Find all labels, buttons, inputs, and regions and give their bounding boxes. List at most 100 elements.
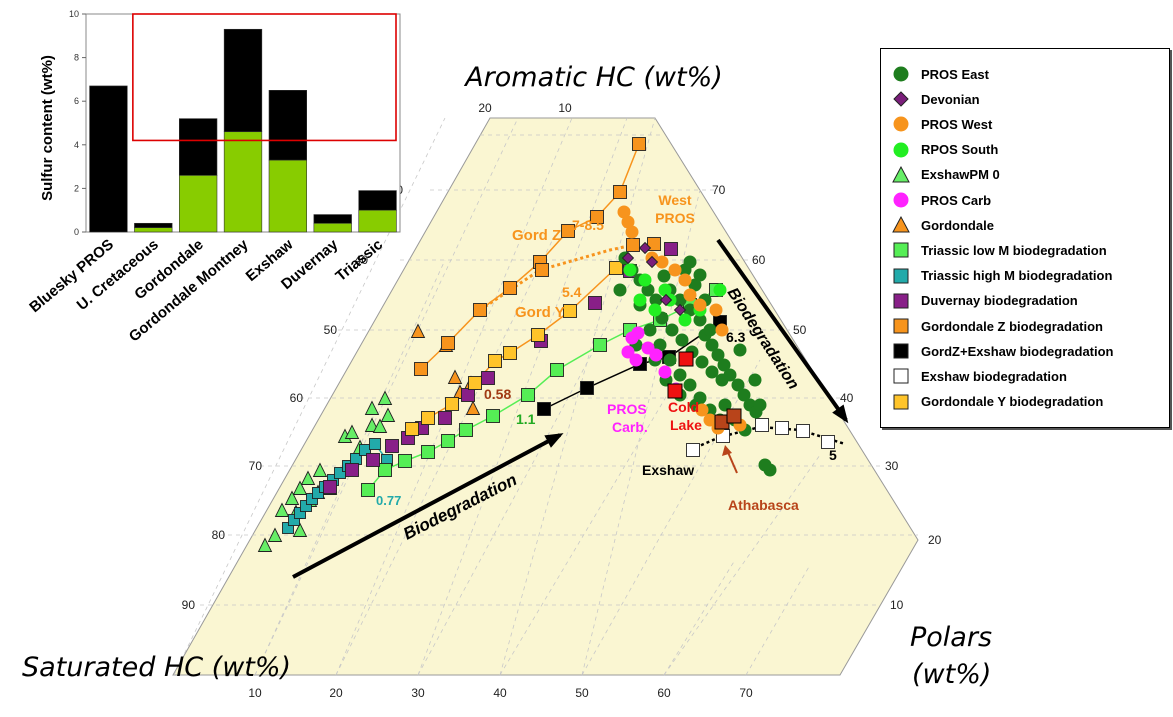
legend-item: Devonian: [891, 88, 980, 110]
legend-label: Triassic high M biodegradation: [921, 268, 1113, 284]
point-triassic-low-m-biodegradation: [378, 463, 392, 477]
point-duvernay-biodegradation: [481, 371, 495, 385]
grid-line: [499, 339, 701, 676]
grid-line: [417, 264, 641, 676]
legend-item: Gordondale Y biodegradation: [891, 391, 1103, 413]
bar-y-tick-label: 4: [74, 140, 79, 150]
point-pros-carb: [621, 345, 635, 359]
axis-title-polars-unit: (wt%): [912, 659, 991, 690]
point-pros-carb: [629, 353, 643, 367]
tick-left: 80: [212, 528, 226, 542]
legend-item: Triassic high M biodegradation: [891, 265, 1112, 287]
legend-item: RPOS South: [891, 139, 998, 161]
point-exshawpm-0: [364, 400, 380, 415]
point-pros-east: [711, 348, 725, 362]
legend-label: Triassic low M biodegradation: [921, 242, 1107, 258]
point-devonian: [638, 241, 652, 255]
legend-item: Triassic low M biodegradation: [891, 239, 1107, 261]
legend-item: Duvernay biodegradation: [891, 290, 1078, 312]
grid-line: [745, 564, 811, 676]
point-exshaw-biodegradation: [775, 421, 789, 435]
point-pros-east: [663, 353, 677, 367]
point-exshaw-biodegradation: [686, 443, 700, 457]
legend-item: Gordondale: [891, 214, 994, 236]
legend-label: RPOS South: [921, 142, 999, 158]
annotation-v058: 0.58: [484, 386, 511, 402]
point-triassic-low-m-biodegradation: [398, 454, 412, 468]
point-pros-east: [683, 303, 697, 317]
point-triassic-high-m-biodegradation: [306, 493, 318, 505]
point-pros-west: [695, 403, 709, 417]
point-gordondale-y-biodegradation: [563, 304, 577, 318]
point-gordondale-z-biodegradation: [503, 281, 517, 295]
bar-segment-black: [179, 118, 218, 176]
bar-segment-black: [223, 28, 263, 133]
point-devonian: [621, 251, 635, 265]
annotation-west2: PROS: [655, 210, 695, 226]
point-pros-carb: [649, 348, 663, 362]
axis-title-polars: Polars: [910, 622, 992, 653]
point-pros-east: [758, 458, 772, 472]
legend-label: Duvernay biodegradation: [921, 293, 1078, 309]
annotation-range_78: 7-8.5: [572, 217, 604, 233]
point-rpos-south: [658, 283, 672, 297]
legend-item: Gordondale Z biodegradation: [891, 315, 1103, 337]
point-exshawpm-0: [380, 407, 396, 422]
bar-y-tick-label: 8: [74, 53, 79, 63]
bar-segment-green: [223, 131, 263, 233]
point-gordondale-z-biodegradation: [441, 336, 455, 350]
point-gordondale-y-biodegradation: [531, 328, 545, 342]
point-pros-east: [731, 378, 745, 392]
point-pros-east: [683, 255, 697, 269]
legend-label: Devonian: [921, 91, 980, 107]
point-pros-west: [655, 255, 669, 269]
point-triassic-low-m-biodegradation: [441, 434, 455, 448]
tick-right: 40: [840, 391, 854, 405]
grid-line: [663, 454, 821, 676]
bar-segment-green: [179, 175, 218, 233]
point-gordondale: [410, 323, 426, 338]
point-pros-east: [657, 269, 671, 283]
legend-marker-circle-icon: [893, 192, 909, 208]
point-pros-east: [673, 368, 687, 382]
legend-marker-square-icon: [893, 268, 909, 284]
point-exshaw-biodegradation: [796, 424, 810, 438]
point-pros-east: [718, 398, 732, 412]
tick-right: 20: [928, 533, 942, 547]
point-devonian: [659, 293, 673, 307]
bar-y-axis-label: Sulfur content (wt%): [39, 55, 56, 201]
point-pros-east: [717, 358, 731, 372]
legend-item: PROS East: [891, 63, 989, 85]
tick-bottom: 10: [248, 686, 262, 700]
annotation-v63: 6.3: [726, 329, 746, 345]
annotation-gord_z: Gord Z: [512, 227, 561, 244]
point-duvernay-biodegradation: [385, 439, 399, 453]
point-triassic-high-m-biodegradation: [282, 522, 294, 534]
point-rpos-south: [648, 303, 662, 317]
point-pros-west: [693, 298, 707, 312]
bar-segment-black: [134, 222, 173, 228]
point-exshawpm-0: [284, 490, 300, 505]
point-pros-carb: [658, 365, 672, 379]
legend-label: Gordondale Z biodegradation: [921, 318, 1103, 334]
point-duvernay-biodegradation: [664, 242, 678, 256]
point-triassic-high-m-biodegradation: [369, 438, 381, 450]
bar-y-tick-label: 2: [74, 183, 79, 193]
bar-y-tick-label: 6: [74, 96, 79, 106]
point-pros-east: [753, 398, 767, 412]
legend-marker-triangle-icon: [892, 216, 910, 233]
point-pros-carb: [631, 326, 645, 340]
legend-marker-circle-icon: [893, 116, 909, 132]
point-pros-west: [703, 413, 717, 427]
tick-bottom: 50: [575, 686, 589, 700]
bar-segment-green: [358, 209, 397, 233]
point-pros-east: [695, 355, 709, 369]
tick-right: 60: [752, 253, 766, 267]
point-triassic-low-m-biodegradation: [593, 338, 607, 352]
legend-label: PROS Carb: [921, 192, 992, 208]
point-rpos-south: [678, 313, 692, 327]
point-gordondale-z-biodegradation: [647, 237, 661, 251]
biodegradation-arrow-right: [716, 238, 848, 422]
